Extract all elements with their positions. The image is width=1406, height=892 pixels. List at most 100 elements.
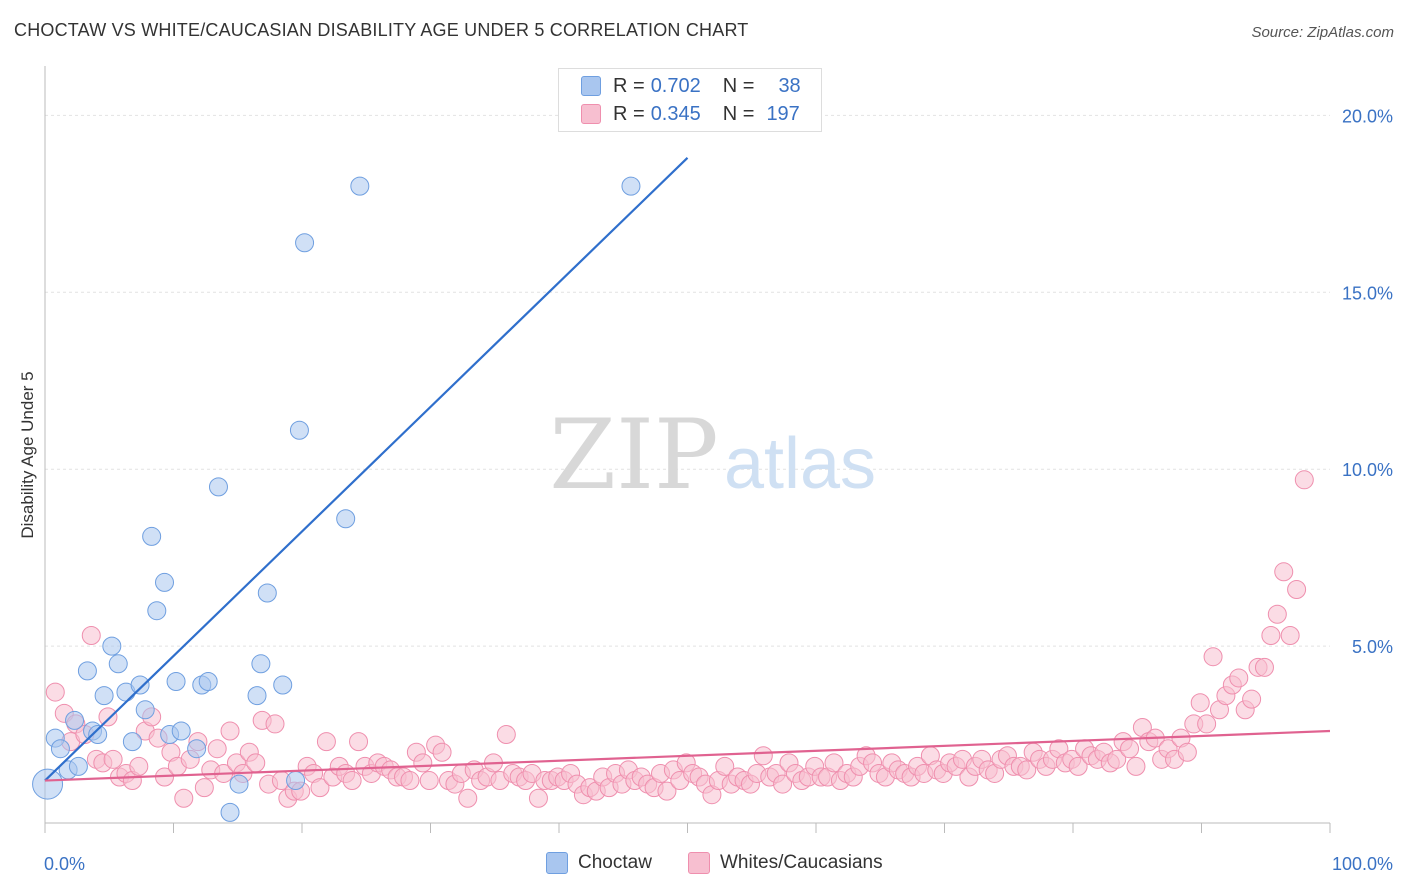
trend-lines bbox=[44, 157, 1331, 782]
watermark-zip: ZIP bbox=[549, 399, 718, 511]
gridlines bbox=[45, 114, 1330, 647]
data-point bbox=[458, 788, 478, 808]
data-point bbox=[1242, 689, 1262, 709]
data-point bbox=[400, 771, 420, 791]
data-point bbox=[77, 661, 97, 681]
data-point bbox=[310, 778, 330, 798]
series-whites-points bbox=[45, 470, 1314, 808]
bottom-legend-choctaw: Choctaw bbox=[546, 852, 652, 874]
data-point bbox=[336, 509, 356, 529]
data-point bbox=[32, 768, 64, 800]
y-tick-label: 10.0% bbox=[1342, 460, 1393, 480]
axes bbox=[44, 66, 1331, 833]
legend-n-label: N = bbox=[722, 74, 755, 97]
y-tick-label: 5.0% bbox=[1352, 637, 1393, 657]
data-point bbox=[147, 601, 167, 621]
data-point bbox=[1017, 760, 1037, 780]
bottom-legend-swatch-choctaw bbox=[546, 852, 568, 874]
data-point bbox=[273, 675, 293, 695]
data-point bbox=[657, 781, 677, 801]
legend-r-value: 0.345 bbox=[650, 102, 701, 125]
data-point bbox=[342, 771, 362, 791]
data-point bbox=[773, 774, 793, 794]
data-point bbox=[108, 654, 128, 674]
data-point bbox=[265, 714, 285, 734]
data-point bbox=[171, 721, 191, 741]
data-point bbox=[1294, 470, 1314, 490]
data-point bbox=[621, 176, 641, 196]
data-point bbox=[419, 771, 439, 791]
legend-row-choctaw: R = 0.702 N = 38 bbox=[581, 73, 801, 99]
data-point bbox=[251, 654, 271, 674]
bottom-legend-label-choctaw: Choctaw bbox=[578, 852, 652, 873]
data-point bbox=[496, 725, 516, 745]
data-point bbox=[229, 774, 249, 794]
data-point bbox=[50, 739, 70, 759]
data-point bbox=[349, 732, 369, 752]
data-point bbox=[1197, 714, 1217, 734]
data-point bbox=[220, 802, 240, 822]
data-point bbox=[350, 176, 370, 196]
data-point bbox=[130, 675, 150, 695]
data-point bbox=[1280, 625, 1300, 645]
data-point bbox=[65, 710, 85, 730]
data-point bbox=[528, 788, 548, 808]
data-point bbox=[257, 583, 277, 603]
legend-r-label: R = bbox=[613, 74, 645, 97]
series-choctaw-points bbox=[32, 176, 641, 822]
data-point bbox=[68, 756, 88, 776]
data-point bbox=[246, 753, 266, 773]
legend-swatch-choctaw bbox=[581, 76, 601, 96]
data-point bbox=[187, 739, 207, 759]
legend-n-label: N = bbox=[722, 102, 755, 125]
legend-swatch-whites bbox=[581, 104, 601, 124]
data-point bbox=[715, 756, 735, 776]
data-point bbox=[286, 771, 306, 791]
data-point bbox=[824, 753, 844, 773]
bottom-legend-swatch-whites bbox=[688, 852, 710, 874]
data-point bbox=[1267, 604, 1287, 624]
data-point bbox=[316, 732, 336, 752]
data-point bbox=[247, 686, 267, 706]
data-point bbox=[122, 732, 142, 752]
data-point bbox=[103, 749, 123, 769]
y-tick-label: 20.0% bbox=[1342, 106, 1393, 126]
bottom-legend-whites: Whites/Caucasians bbox=[688, 852, 883, 874]
legend-n-value: 197 bbox=[766, 102, 800, 125]
data-point bbox=[208, 477, 228, 497]
y-tick-label: 15.0% bbox=[1342, 283, 1393, 303]
legend-n-value: 38 bbox=[778, 74, 801, 97]
legend-r-label: R = bbox=[613, 102, 645, 125]
data-point bbox=[1229, 668, 1249, 688]
trend-line-choctaw bbox=[44, 157, 689, 782]
x-tick-label: 100.0% bbox=[1332, 854, 1393, 874]
data-point bbox=[432, 742, 452, 762]
data-point bbox=[1107, 749, 1127, 769]
data-point bbox=[94, 686, 114, 706]
data-point bbox=[81, 625, 101, 645]
data-point bbox=[1068, 756, 1088, 776]
data-point bbox=[174, 788, 194, 808]
data-point bbox=[1120, 739, 1140, 759]
x-tick-label: 0.0% bbox=[44, 854, 85, 874]
data-point bbox=[1287, 579, 1307, 599]
correlation-legend: R = 0.702 N = 38 R = 0.345 N = 197 bbox=[558, 68, 822, 132]
data-point bbox=[207, 739, 227, 759]
data-point bbox=[1190, 693, 1210, 713]
data-point bbox=[413, 753, 433, 773]
data-point bbox=[102, 636, 122, 656]
data-point bbox=[88, 725, 108, 745]
watermark-atlas: atlas bbox=[724, 424, 876, 504]
data-point bbox=[166, 671, 186, 691]
data-point bbox=[220, 721, 240, 741]
chart-title: CHOCTAW VS WHITE/CAUCASIAN DISABILITY AG… bbox=[14, 20, 749, 40]
data-point bbox=[289, 420, 309, 440]
data-point bbox=[1126, 756, 1146, 776]
legend-row-whites: R = 0.345 N = 197 bbox=[581, 101, 800, 127]
bottom-legend-label-whites: Whites/Caucasians bbox=[720, 852, 883, 873]
tick-labels: 5.0% 10.0% 15.0% 20.0% 0.0% 100.0% bbox=[44, 106, 1393, 874]
data-point bbox=[198, 671, 218, 691]
data-point bbox=[1203, 647, 1223, 667]
data-point bbox=[1177, 742, 1197, 762]
